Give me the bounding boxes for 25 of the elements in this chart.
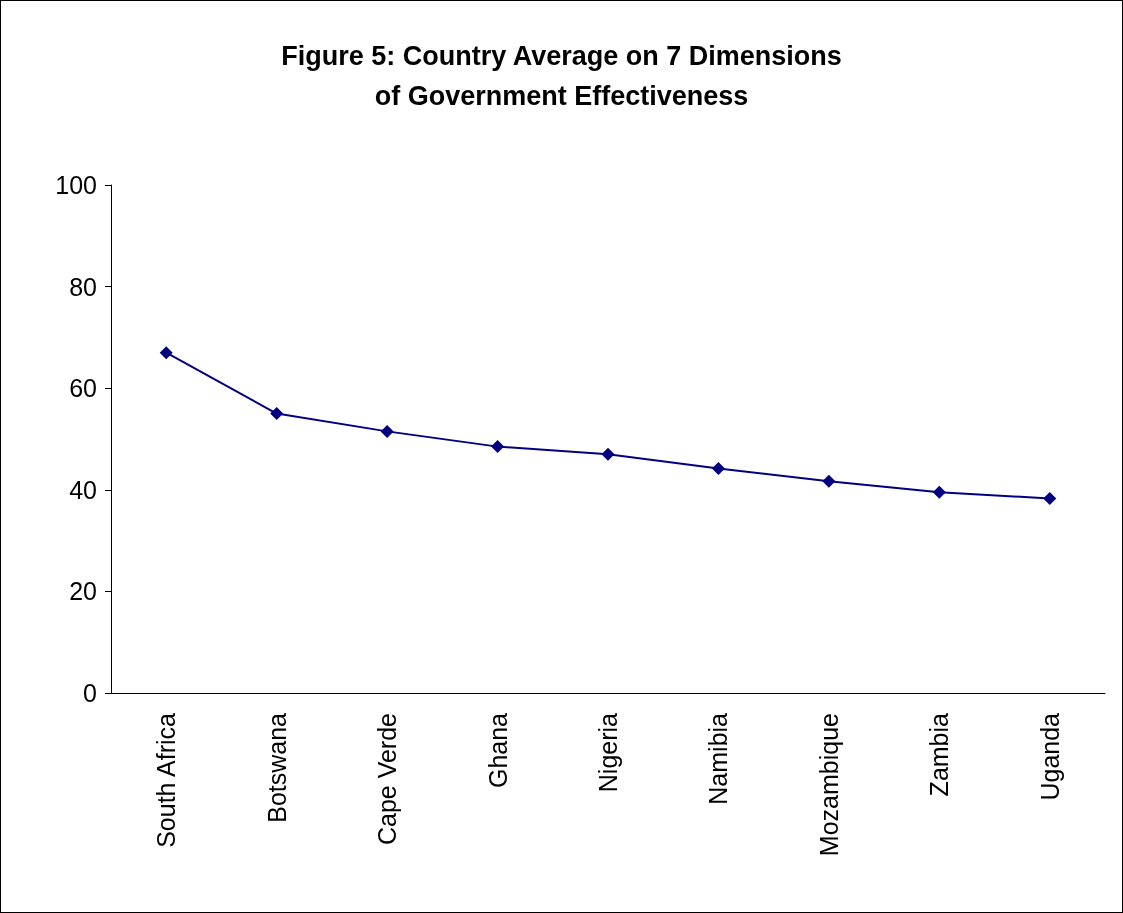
x-tick-label: Cape Verde bbox=[373, 713, 402, 846]
y-tick-label: 60 bbox=[69, 374, 97, 403]
x-tick-label: Ghana bbox=[483, 712, 512, 789]
x-tick-label: Mozambique bbox=[814, 713, 843, 857]
point bbox=[822, 474, 836, 488]
x-tick-label: Zambia bbox=[925, 712, 954, 797]
point bbox=[491, 440, 505, 454]
point bbox=[711, 461, 725, 475]
y-tick-label: 80 bbox=[69, 272, 97, 301]
point bbox=[1043, 491, 1057, 505]
y-tick-label: 40 bbox=[69, 475, 97, 504]
x-tick-label: Uganda bbox=[1035, 712, 1064, 801]
chart-title: Figure 5: Country Average on 7 Dimensions of Government Effectiveness bbox=[281, 41, 842, 111]
x-tick-label: Botswana bbox=[262, 712, 291, 823]
y-tick-label: 100 bbox=[55, 171, 97, 199]
point bbox=[601, 447, 615, 461]
point bbox=[270, 407, 284, 421]
point bbox=[932, 485, 946, 499]
x-tick-label: South Africa bbox=[152, 712, 181, 848]
point bbox=[380, 424, 394, 438]
x-tick-label: Nigeria bbox=[594, 712, 622, 793]
y-tick-label: 20 bbox=[69, 577, 97, 606]
point bbox=[159, 346, 173, 360]
x-tick-label: Namibia bbox=[704, 712, 733, 805]
y-tick-label: 0 bbox=[83, 679, 97, 707]
